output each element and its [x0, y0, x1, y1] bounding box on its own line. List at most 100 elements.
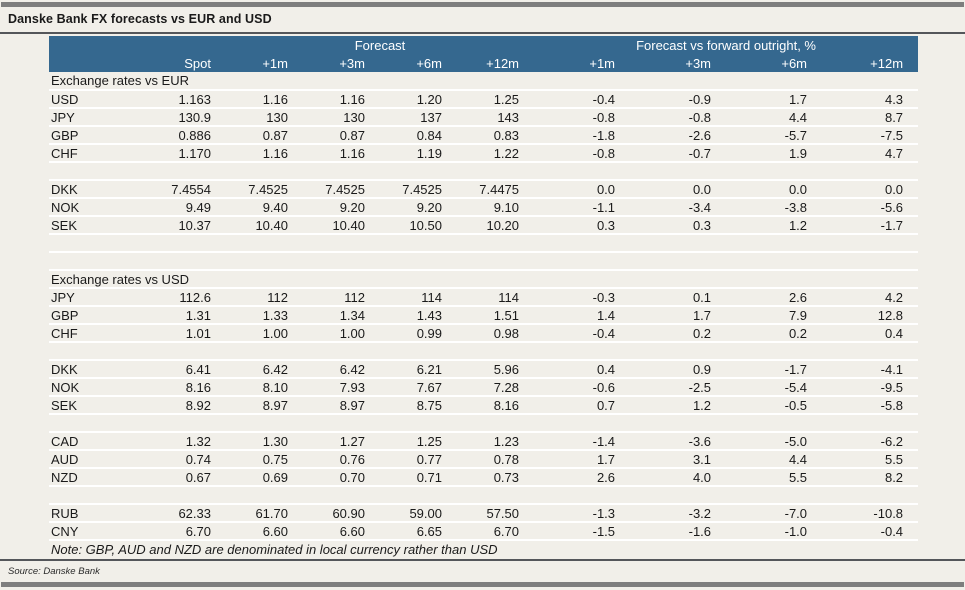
value-cell: -1.8 [534, 125, 631, 144]
group-header-empty [49, 36, 226, 54]
value-cell: 0.75 [226, 449, 303, 468]
table-row-dkk: DKK 7.4554 7.4525 7.4525 7.4525 7.4475 0.0 0.0 0… [49, 179, 919, 198]
value-cell: 7.4554 [149, 179, 226, 198]
value-cell: 0.87 [226, 125, 303, 144]
section-row: Exchange rates vs EUR [49, 72, 918, 90]
value-cell: 0.74 [149, 449, 226, 468]
value-cell: 7.67 [380, 377, 457, 396]
column-header-fc-1m: +1m [226, 54, 303, 72]
value-cell: 0.78 [457, 449, 535, 468]
value-cell: 9.20 [380, 197, 457, 216]
value-cell: 5.96 [457, 359, 535, 378]
title-divider [0, 32, 965, 34]
value-cell: 0.1 [630, 287, 727, 306]
value-cell: 0.0 [822, 179, 919, 198]
column-header-fwd-1m: +1m [534, 54, 631, 72]
value-cell: 6.70 [149, 521, 226, 540]
value-cell: -5.4 [726, 377, 823, 396]
currency-label: SEK [49, 215, 149, 234]
value-cell: 1.20 [380, 89, 457, 108]
value-cell: 0.84 [380, 125, 457, 144]
value-cell: -10.8 [822, 503, 919, 522]
value-cell: -1.1 [534, 197, 631, 216]
bottom-bar [1, 582, 964, 587]
value-cell: 137 [380, 107, 457, 126]
value-cell: -1.7 [726, 359, 823, 378]
currency-label: JPY [49, 107, 149, 126]
value-cell: 1.33 [226, 305, 303, 324]
table-row-chf: CHF 1.01 1.00 1.00 0.99 0.98 -0.4 0.2 0.2 0.4 [49, 323, 919, 342]
value-cell: 0.71 [380, 467, 457, 486]
value-cell: 10.50 [380, 215, 457, 234]
value-cell: 130 [303, 107, 380, 126]
currency-label: CHF [49, 143, 149, 162]
value-cell: 0.0 [726, 179, 823, 198]
table-row-gbp: GBP 0.886 0.87 0.87 0.84 0.83 -1.8 -2.6 -5.7 -7.5 [49, 125, 919, 144]
value-cell: 6.21 [380, 359, 457, 378]
value-cell: -1.3 [534, 503, 631, 522]
value-cell: 1.25 [380, 431, 457, 450]
value-cell: -0.5 [726, 395, 823, 414]
spacer-cell [49, 341, 919, 360]
value-cell: 0.7 [534, 395, 631, 414]
value-cell: 1.01 [149, 323, 226, 342]
value-cell: 1.00 [226, 323, 303, 342]
value-cell: 1.22 [457, 143, 535, 162]
value-cell: 9.10 [457, 197, 535, 216]
section-header: Exchange rates vs EUR [51, 73, 190, 88]
value-cell: 1.19 [380, 143, 457, 162]
value-cell: 1.2 [726, 215, 823, 234]
spacer-cell [49, 413, 919, 432]
table-row-jpy: JPY 130.9 130 130 137 143 -0.8 -0.8 4.4 8.7 [49, 107, 919, 126]
value-cell: 8.10 [226, 377, 303, 396]
value-cell: 8.16 [149, 377, 226, 396]
value-cell: 1.7 [630, 305, 727, 324]
value-cell: 112 [303, 287, 380, 306]
bottom-divider [0, 559, 965, 561]
value-cell: 2.6 [726, 287, 823, 306]
value-cell: 3.1 [630, 449, 727, 468]
fx-forecast-table: Forecast Forecast vs forward outright, %… [49, 36, 919, 558]
value-cell: -3.6 [630, 431, 727, 450]
value-cell: 7.4525 [303, 179, 380, 198]
value-cell: 1.23 [457, 431, 535, 450]
value-cell: 1.30 [226, 431, 303, 450]
value-cell: 60.90 [303, 503, 380, 522]
currency-label: SEK [49, 395, 149, 414]
value-cell: -9.5 [822, 377, 919, 396]
value-cell: 6.60 [226, 521, 303, 540]
value-cell: 62.33 [149, 503, 226, 522]
value-cell: 0.73 [457, 467, 535, 486]
value-cell: 7.93 [303, 377, 380, 396]
value-cell: 10.40 [303, 215, 380, 234]
top-divider-bar [1, 2, 964, 7]
value-cell: 112 [226, 287, 303, 306]
section-row: Exchange rates vs USD [49, 269, 919, 288]
value-cell: 0.77 [380, 449, 457, 468]
table-row-usd: USD 1.163 1.16 1.16 1.20 1.25 -0.4 -0.9 1.7 4.3 [49, 89, 919, 108]
value-cell: 1.16 [303, 89, 380, 108]
column-header-fc-3m: +3m [303, 54, 380, 72]
value-cell: 0.2 [630, 323, 727, 342]
value-cell: -0.4 [534, 323, 631, 342]
value-cell: 8.97 [226, 395, 303, 414]
value-cell: 1.4 [534, 305, 631, 324]
value-cell: -1.6 [630, 521, 727, 540]
value-cell: 8.75 [380, 395, 457, 414]
spacer-cell [49, 485, 919, 504]
table-row-nzd: NZD 0.67 0.69 0.70 0.71 0.73 2.6 4.0 5.5 8.2 [49, 467, 919, 486]
value-cell: -0.8 [630, 107, 727, 126]
column-header-fwd-3m: +3m [630, 54, 727, 72]
table-row-gbp: GBP 1.31 1.33 1.34 1.43 1.51 1.4 1.7 7.9 12.8 [49, 305, 919, 324]
value-cell: -1.4 [534, 431, 631, 450]
value-cell: 112.6 [149, 287, 226, 306]
column-header-fc-6m: +6m [380, 54, 457, 72]
value-cell: -4.1 [822, 359, 919, 378]
value-cell: 59.00 [380, 503, 457, 522]
spacer-cell [49, 233, 919, 252]
value-cell: -1.7 [822, 215, 919, 234]
value-cell: 6.41 [149, 359, 226, 378]
value-cell: 10.40 [226, 215, 303, 234]
value-cell: 1.25 [457, 89, 535, 108]
value-cell: -7.5 [822, 125, 919, 144]
